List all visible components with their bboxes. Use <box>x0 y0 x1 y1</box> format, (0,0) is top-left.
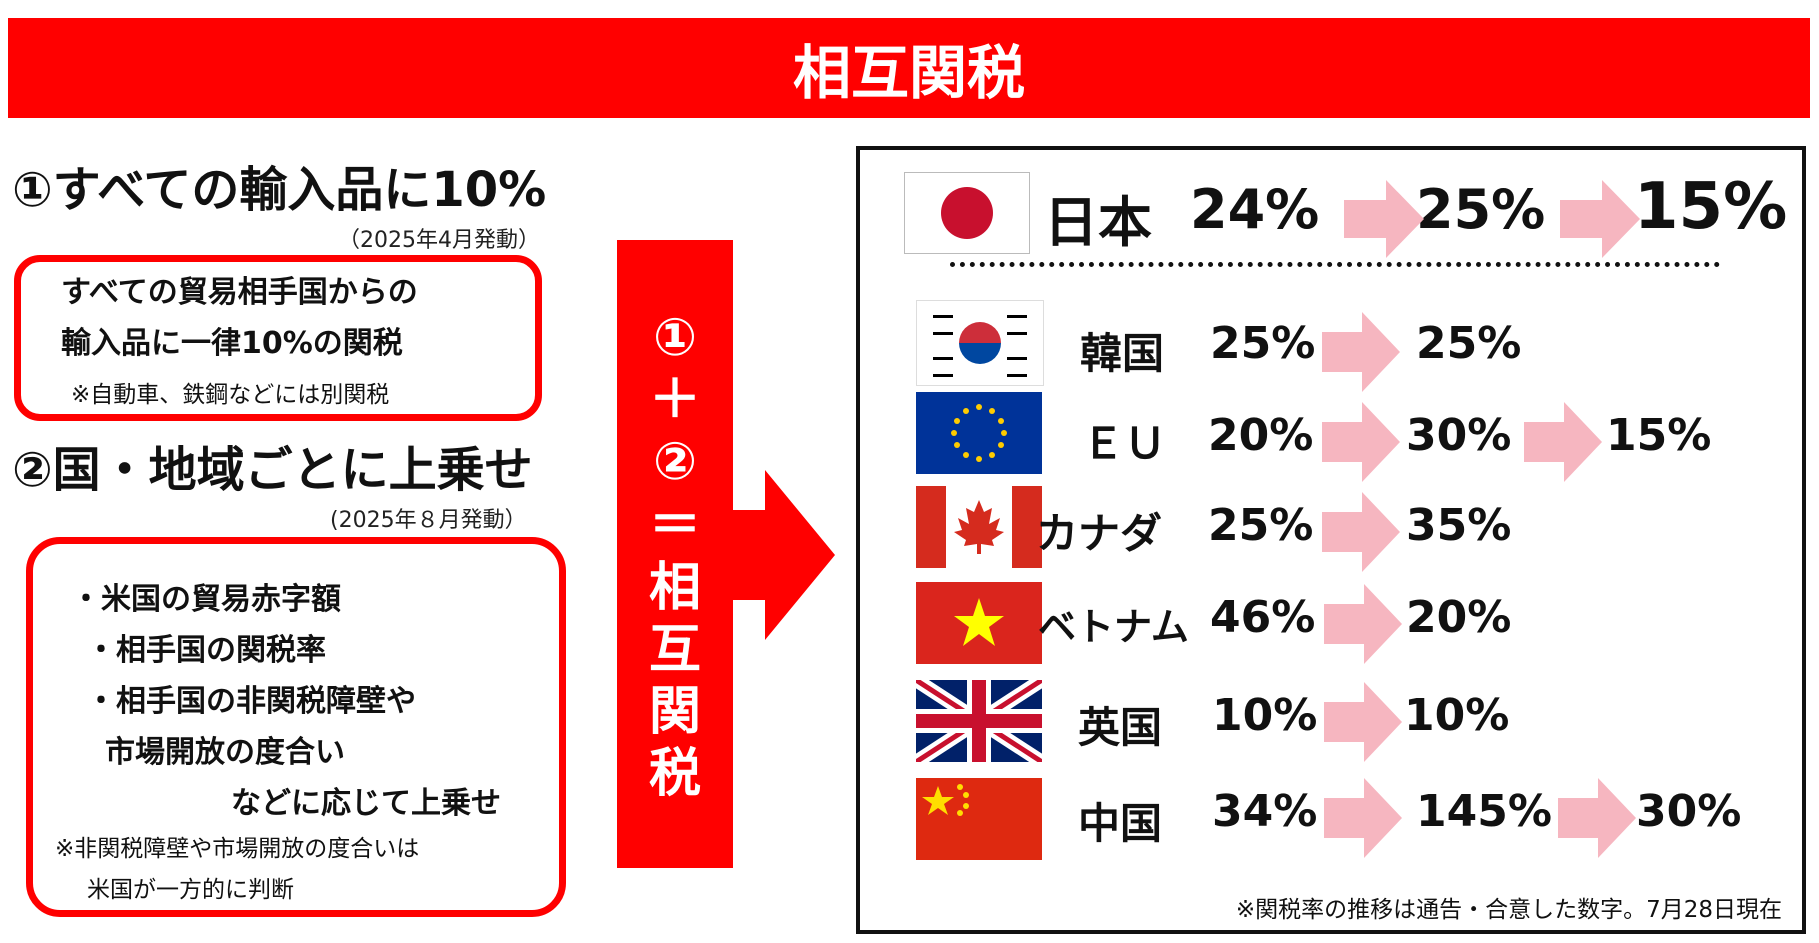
rate-value: 10% <box>1404 690 1510 741</box>
right-arrow-icon <box>1558 778 1636 858</box>
country-rates-panel: 日本 24% 25% 15% 韓国 25% 25% ＥＵ 20% 30% 15%… <box>856 146 1806 934</box>
page-title: 相互関税 <box>792 39 1025 107</box>
right-arrow-icon <box>1322 402 1400 482</box>
section2-item: ・相手国の関税率 <box>86 633 326 668</box>
right-arrow-icon <box>1524 402 1602 482</box>
canada-flag <box>916 486 1042 568</box>
country-name: ＥＵ <box>1082 419 1167 468</box>
bar-char: ② <box>652 432 698 492</box>
uk-flag <box>916 680 1042 762</box>
divider-line <box>950 262 1720 267</box>
rate-value: 10% <box>1212 690 1318 741</box>
combined-tariff-bar: ① ＋ ② ＝ 相 互 関 税 <box>617 240 733 868</box>
rate-value: 25% <box>1416 318 1522 369</box>
right-arrow-icon <box>1324 682 1402 762</box>
bar-char: ① <box>652 308 698 368</box>
rate-value: 25% <box>1416 178 1546 241</box>
section2-item: 市場開放の度合い <box>105 735 345 770</box>
section1-box-note: ※自動車、鉄鋼などには別関税 <box>71 382 390 408</box>
country-name: 中国 <box>1078 799 1163 848</box>
country-name: カナダ <box>1036 509 1163 558</box>
footnote: ※関税率の推移は通告・合意した数字。7月28日現在 <box>1235 897 1782 923</box>
japan-flag <box>904 172 1030 254</box>
bar-char: 相 <box>648 558 701 618</box>
title-banner: 相互関税 <box>8 18 1810 118</box>
section1-date: （2025年4月発動） <box>338 228 540 253</box>
right-arrow-icon <box>1322 492 1400 572</box>
right-arrow-icon <box>1560 180 1640 258</box>
right-arrow-icon <box>1344 180 1424 258</box>
china-flag <box>916 778 1042 860</box>
section2-heading: ②国・地域ごとに上乗せ <box>12 442 533 498</box>
right-arrow-icon <box>1322 312 1400 392</box>
section1-box-line2: 輸入品に一律10%の関税 <box>61 326 403 361</box>
section2-item: などに応じて上乗せ <box>231 786 501 821</box>
bar-char: 関 <box>648 682 701 742</box>
rate-value: 20% <box>1208 410 1314 461</box>
section2-box: ・米国の貿易赤字額 ・相手国の関税率 ・相手国の非関税障壁や 市場開放の度合い … <box>26 537 566 917</box>
section2-note1: ※非関税障壁や市場開放の度合いは <box>55 836 420 862</box>
country-name: ベトナム <box>1038 605 1189 649</box>
rate-value: 30% <box>1636 786 1742 837</box>
rate-value: 15% <box>1634 170 1788 244</box>
rate-value: 20% <box>1406 592 1512 643</box>
right-arrow-icon <box>1324 778 1402 858</box>
bar-char: ＋ <box>648 370 701 430</box>
big-arrow-icon <box>725 470 835 640</box>
rate-value: 34% <box>1212 786 1318 837</box>
right-arrow-icon <box>1324 584 1402 664</box>
bar-char: 互 <box>648 620 701 680</box>
south-korea-flag <box>916 300 1044 386</box>
section2-note2: 米国が一方的に判断 <box>87 877 294 903</box>
section2-item: ・相手国の非関税障壁や <box>86 684 416 719</box>
bar-char: 税 <box>648 744 701 804</box>
section1-box: すべての貿易相手国からの 輸入品に一律10%の関税 ※自動車、鉄鋼などには別関税 <box>14 255 542 421</box>
country-name: 韓国 <box>1080 329 1165 378</box>
rate-value: 24% <box>1190 178 1320 241</box>
section2-date: (2025年８月発動） <box>330 508 527 533</box>
bar-char: ＝ <box>648 496 701 556</box>
country-name: 日本 <box>1044 191 1152 254</box>
vietnam-flag <box>916 582 1042 664</box>
section1-heading: ①すべての輸入品に10% <box>12 162 547 218</box>
rate-value: 15% <box>1606 410 1712 461</box>
rate-value: 25% <box>1210 318 1316 369</box>
rate-value: 35% <box>1406 500 1512 551</box>
rate-value: 46% <box>1210 592 1316 643</box>
rate-value: 145% <box>1416 786 1552 837</box>
country-name: 英国 <box>1078 703 1163 752</box>
section1-box-line1: すべての貿易相手国からの <box>61 275 418 310</box>
section2-item: ・米国の貿易赤字額 <box>71 582 341 617</box>
eu-flag <box>916 392 1042 474</box>
rate-value: 30% <box>1406 410 1512 461</box>
rate-value: 25% <box>1208 500 1314 551</box>
